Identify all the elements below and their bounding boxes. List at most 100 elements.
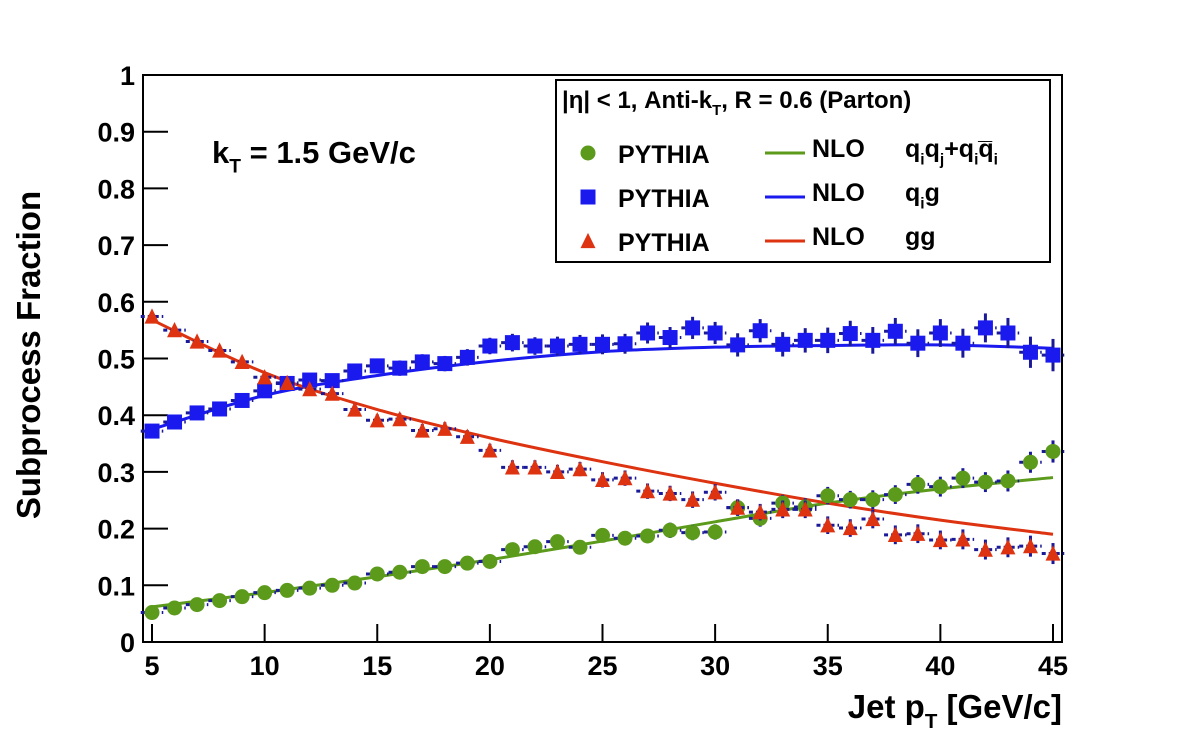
marker bbox=[572, 336, 588, 352]
marker bbox=[167, 600, 183, 616]
marker bbox=[392, 564, 408, 580]
legend-label: NLO bbox=[812, 223, 865, 251]
marker bbox=[302, 380, 318, 397]
text-part: = 1.5 GeV/c bbox=[241, 135, 416, 170]
marker bbox=[459, 555, 475, 571]
marker bbox=[1045, 347, 1061, 363]
marker bbox=[549, 463, 565, 480]
x-tick-label: 5 bbox=[144, 651, 159, 681]
marker bbox=[617, 336, 633, 352]
marker bbox=[212, 593, 228, 609]
y-tick-label: 0.2 bbox=[97, 515, 135, 545]
marker bbox=[730, 499, 746, 515]
marker bbox=[302, 372, 318, 388]
text-part: +q bbox=[944, 135, 974, 163]
marker bbox=[144, 423, 160, 439]
x-tick-label: 35 bbox=[813, 651, 843, 681]
marker bbox=[212, 401, 228, 417]
marker bbox=[302, 580, 318, 596]
marker bbox=[685, 491, 701, 507]
marker bbox=[414, 354, 430, 370]
marker bbox=[842, 492, 858, 508]
marker bbox=[414, 422, 430, 438]
marker bbox=[1000, 473, 1016, 489]
y-tick-label: 0.8 bbox=[97, 174, 135, 204]
text-part: q bbox=[905, 135, 920, 163]
marker bbox=[369, 566, 385, 582]
marker bbox=[797, 501, 813, 517]
marker bbox=[459, 349, 475, 365]
marker bbox=[595, 471, 610, 487]
marker bbox=[842, 519, 858, 536]
marker bbox=[617, 530, 633, 546]
marker bbox=[752, 504, 768, 520]
marker bbox=[932, 479, 948, 495]
marker bbox=[955, 335, 971, 351]
marker bbox=[1022, 344, 1038, 360]
x-tick-label: 15 bbox=[362, 651, 392, 681]
subscript: T bbox=[229, 156, 241, 177]
y-tick-label: 0.4 bbox=[97, 401, 135, 431]
legend-label: PYTHIA bbox=[618, 141, 710, 169]
text-part: |η| < 1, Anti-k bbox=[562, 87, 713, 114]
marker bbox=[1045, 545, 1061, 561]
marker bbox=[347, 363, 363, 379]
marker bbox=[234, 589, 250, 605]
marker bbox=[324, 577, 340, 593]
marker bbox=[662, 522, 678, 538]
y-tick-label: 0.3 bbox=[97, 458, 135, 488]
marker bbox=[324, 373, 340, 389]
marker bbox=[392, 360, 408, 376]
marker bbox=[167, 322, 183, 338]
marker bbox=[189, 597, 205, 613]
x-tick-label: 25 bbox=[587, 651, 617, 681]
text-part: q bbox=[905, 179, 920, 207]
subscript: T bbox=[712, 103, 721, 119]
legend-label: NLO bbox=[812, 135, 865, 163]
marker bbox=[347, 401, 363, 417]
marker bbox=[549, 338, 565, 354]
marker bbox=[865, 510, 881, 527]
marker bbox=[595, 527, 610, 543]
marker bbox=[910, 335, 926, 351]
marker bbox=[842, 326, 858, 342]
marker bbox=[504, 542, 520, 558]
marker bbox=[820, 517, 836, 533]
marker bbox=[324, 385, 340, 401]
marker bbox=[977, 320, 993, 336]
subscript: j bbox=[939, 152, 944, 169]
x-tick-label: 45 bbox=[1038, 651, 1068, 681]
marker bbox=[775, 336, 791, 352]
marker bbox=[1045, 443, 1061, 459]
marker bbox=[212, 342, 228, 358]
marker bbox=[257, 383, 273, 399]
marker bbox=[527, 459, 543, 475]
marker bbox=[730, 337, 746, 353]
legend-process: qig bbox=[905, 179, 940, 213]
marker bbox=[910, 476, 926, 492]
marker bbox=[527, 338, 543, 354]
marker bbox=[640, 325, 656, 341]
marker bbox=[887, 526, 903, 542]
marker bbox=[279, 582, 295, 598]
marker bbox=[707, 484, 723, 500]
subscript: T bbox=[925, 710, 938, 733]
marker bbox=[144, 308, 160, 324]
marker bbox=[707, 325, 723, 341]
legend-marker bbox=[580, 145, 596, 161]
marker bbox=[257, 585, 273, 601]
marker bbox=[549, 534, 565, 550]
marker bbox=[640, 528, 656, 544]
marker bbox=[820, 488, 836, 504]
marker bbox=[707, 524, 723, 540]
marker bbox=[1000, 539, 1016, 555]
legend-marker bbox=[580, 232, 596, 249]
legend-marker bbox=[580, 189, 596, 205]
annotation: kT = 1.5 GeV/c bbox=[212, 135, 416, 177]
marker bbox=[144, 605, 160, 621]
legend-process: gg bbox=[905, 223, 936, 251]
marker bbox=[775, 501, 791, 517]
subscript: i bbox=[920, 152, 924, 169]
y-tick-label: 0.7 bbox=[97, 231, 135, 261]
marker bbox=[797, 332, 813, 348]
